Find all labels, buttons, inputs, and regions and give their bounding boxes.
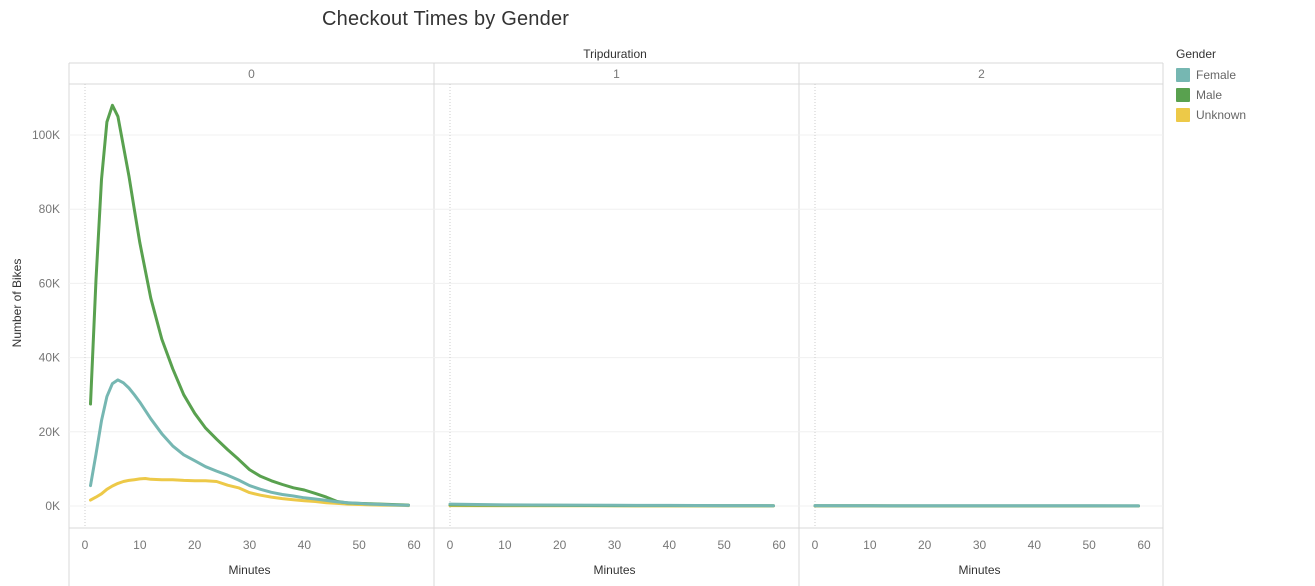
x-tick-label: 10: [498, 538, 512, 552]
x-tick-label: 20: [918, 538, 932, 552]
x-tick-label: 50: [1082, 538, 1096, 552]
x-tick-label: 20: [553, 538, 567, 552]
y-tick-label: 100K: [32, 128, 60, 142]
x-tick-label: 50: [717, 538, 731, 552]
y-tick-label: 40K: [39, 351, 60, 365]
x-axis-title: Minutes: [593, 563, 635, 577]
legend-swatch: [1176, 68, 1190, 82]
legend-item-male[interactable]: Male: [1176, 85, 1246, 105]
y-tick-label: 0K: [45, 499, 60, 513]
legend-item-female[interactable]: Female: [1176, 65, 1246, 85]
x-tick-label: 30: [243, 538, 257, 552]
panel-header-label: 1: [613, 67, 620, 81]
x-tick-label: 40: [298, 538, 312, 552]
panel-header-label: 2: [978, 67, 985, 81]
legend: Gender Female Male Unknown: [1176, 47, 1246, 125]
chart-title: Checkout Times by Gender: [322, 8, 570, 30]
x-tick-label: 60: [1137, 538, 1151, 552]
x-tick-label: 30: [608, 538, 622, 552]
x-tick-label: 10: [863, 538, 877, 552]
panel-header-label: 0: [248, 67, 255, 81]
series-line-female-panel-1: [448, 502, 775, 508]
legend-title: Gender: [1176, 47, 1217, 61]
series-line-female-panel-0: [89, 378, 410, 507]
x-tick-label: 40: [663, 538, 677, 552]
y-tick-label: 80K: [39, 202, 60, 216]
legend-label: Male: [1196, 88, 1223, 102]
x-tick-label: 0: [447, 538, 454, 552]
series-line-male-panel-0: [89, 103, 410, 507]
y-axis-title: Number of Bikes: [10, 259, 24, 348]
legend-item-unknown[interactable]: Unknown: [1176, 105, 1246, 125]
x-tick-label: 0: [82, 538, 89, 552]
series-line-unknown-panel-0: [89, 477, 410, 508]
x-axis-title: Minutes: [958, 563, 1000, 577]
x-tick-label: 50: [352, 538, 366, 552]
legend-items: Female Male Unknown: [1176, 65, 1246, 125]
x-tick-label: 30: [973, 538, 987, 552]
legend-swatch: [1176, 108, 1190, 122]
x-tick-label: 60: [772, 538, 786, 552]
legend-label: Female: [1196, 68, 1237, 82]
x-tick-label: 40: [1028, 538, 1042, 552]
x-tick-label: 60: [407, 538, 421, 552]
column-header-title: Tripduration: [583, 47, 647, 61]
x-tick-label: 10: [133, 538, 147, 552]
legend-label: Unknown: [1196, 108, 1247, 122]
legend-swatch: [1176, 88, 1190, 102]
y-tick-label: 60K: [39, 276, 60, 290]
y-tick-label: 20K: [39, 425, 60, 439]
x-axis-title: Minutes: [228, 563, 270, 577]
x-tick-label: 20: [188, 538, 202, 552]
x-tick-label: 0: [812, 538, 819, 552]
